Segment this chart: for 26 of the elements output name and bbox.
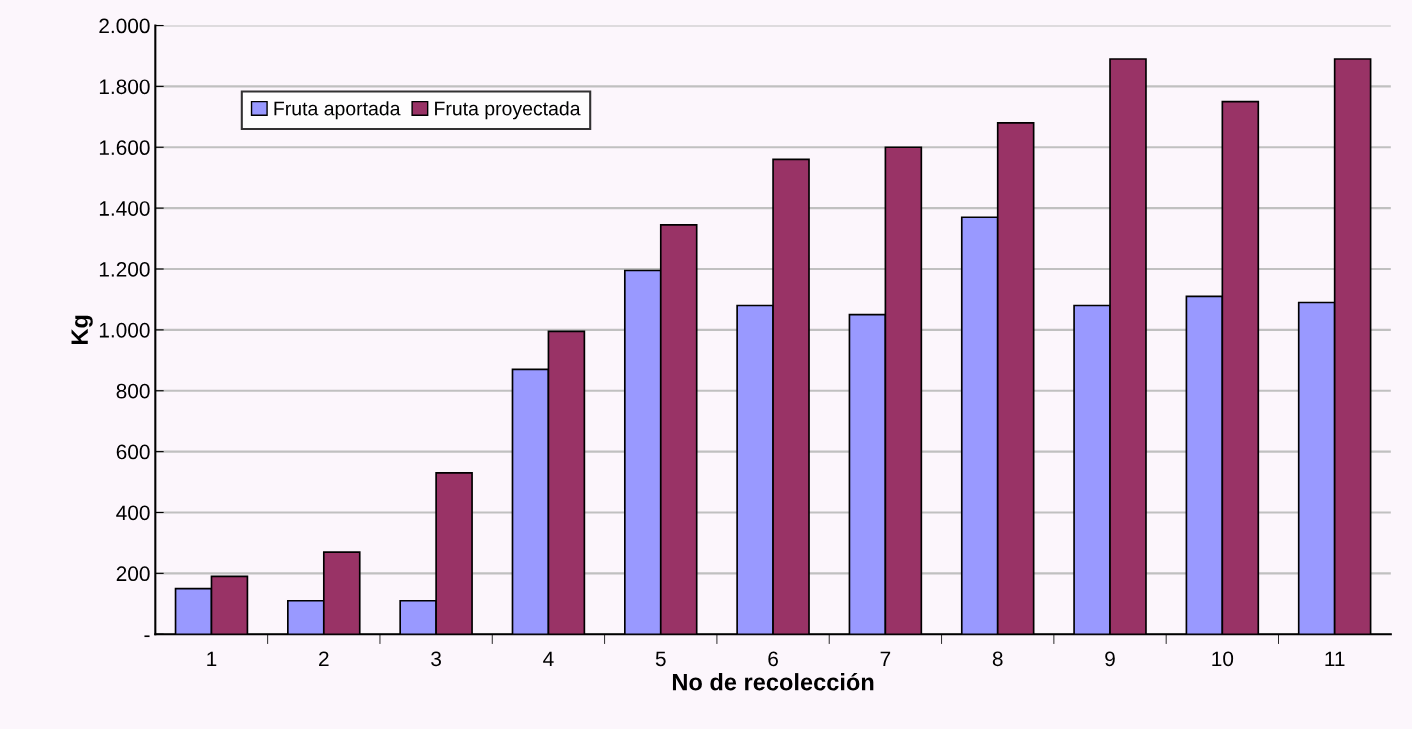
x-tick-label: 6	[768, 651, 778, 667]
x-tick-label: 7	[880, 651, 891, 666]
x-tick-label: 2	[319, 651, 329, 666]
y-tick-label: 600	[116, 444, 150, 460]
x-tick-label: 4	[543, 651, 554, 666]
x-tick-label: 3	[431, 651, 441, 667]
y-tick-label: 1.800	[99, 79, 150, 95]
y-axis-title: Kg	[71, 315, 93, 345]
y-tick-label: 400	[116, 505, 150, 521]
y-tick-label: 1.400	[99, 201, 150, 216]
x-tick-label: 8	[992, 651, 1003, 667]
legend-label: Fruta proyectada	[435, 101, 581, 120]
y-tick-label: 1.600	[99, 140, 150, 156]
x-tick-label: 9	[1105, 651, 1115, 667]
y-tick-label: 2.000	[99, 18, 150, 34]
x-tick-label: 10	[1212, 651, 1234, 667]
x-tick-label: 5	[655, 651, 666, 667]
legend-label: Fruta aportada	[274, 101, 401, 120]
x-axis-title: No de recolección	[672, 672, 874, 691]
x-tick-label: 1	[207, 651, 217, 666]
y-tick-label: 1.000	[99, 322, 150, 338]
x-tick-label: 11	[1325, 651, 1345, 666]
y-tick-label: 1.200	[99, 262, 150, 277]
y-tick-label: 200	[116, 566, 150, 582]
y-tick-label: -	[144, 635, 150, 638]
y-tick-label: 800	[116, 383, 150, 399]
